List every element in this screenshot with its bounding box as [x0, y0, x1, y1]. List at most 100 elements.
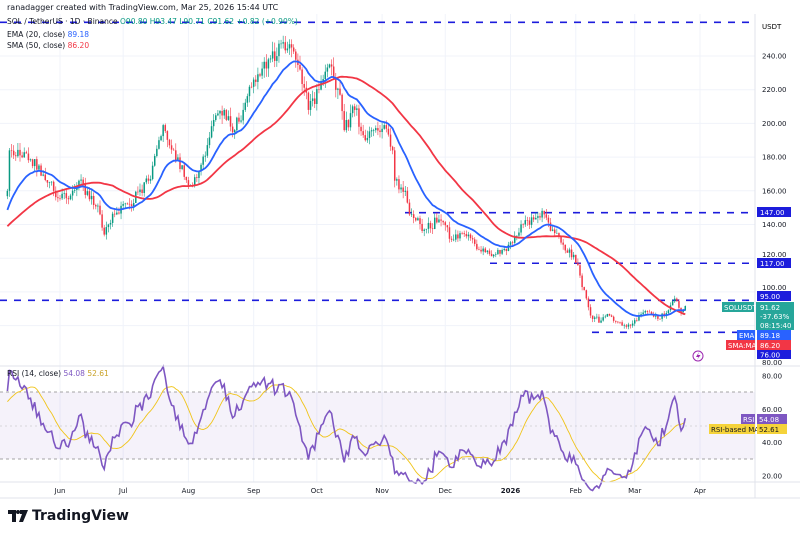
tradingview-logo[interactable]: TradingView: [8, 508, 129, 524]
candle: [562, 242, 564, 245]
candle: [38, 165, 40, 170]
candle: [473, 239, 476, 244]
candle: [417, 218, 419, 221]
ema-legend[interactable]: EMA (20, close) 89.18: [7, 30, 89, 39]
lightning-icon[interactable]: [692, 350, 704, 362]
month-label: Dec: [438, 487, 452, 495]
price-tick-label: 180.00: [762, 154, 787, 162]
candle: [33, 159, 36, 167]
candle: [556, 233, 558, 234]
candle: [347, 120, 350, 128]
candle: [360, 126, 362, 132]
candle: [433, 217, 436, 230]
candle: [227, 116, 230, 120]
candle: [425, 228, 428, 230]
candle: [484, 248, 487, 253]
candle: [648, 311, 651, 313]
candle: [610, 315, 613, 317]
candle: [478, 249, 480, 250]
candle: [379, 130, 381, 133]
candle: [678, 301, 680, 308]
price-axis[interactable]: 240.00 220.00 200.00 180.00 160.00 140.00 120.…: [762, 53, 787, 481]
svg-text:08:15:40: 08:15:40: [760, 322, 791, 330]
candle: [633, 320, 636, 324]
candle: [86, 191, 89, 195]
price-tick-label: 80.00: [762, 359, 782, 367]
candle: [240, 120, 242, 122]
candle: [130, 204, 133, 207]
candle: [88, 191, 91, 200]
candle: [219, 110, 221, 114]
candle: [383, 125, 385, 129]
candle: [8, 150, 11, 191]
candle: [446, 225, 449, 228]
candle: [276, 56, 278, 61]
candle: [351, 106, 354, 114]
candle: [166, 131, 169, 140]
ema-legend-value: 89.18: [67, 30, 90, 39]
candle: [29, 159, 32, 161]
sma-tag: SMA:MA 86.20: [726, 340, 791, 350]
candle: [42, 174, 44, 176]
currency-label: USDT: [762, 23, 782, 31]
candle: [181, 165, 183, 169]
candle: [581, 275, 583, 288]
candle: [267, 59, 270, 69]
candle: [431, 228, 434, 230]
candle: [48, 182, 51, 183]
candle: [242, 109, 244, 121]
time-axis[interactable]: Jun Jul Aug Sep Oct Nov Dec 2026 Feb Mar Apr: [54, 487, 707, 495]
candle: [116, 212, 118, 215]
candle: [492, 254, 495, 257]
candle: [520, 224, 522, 233]
horizontal-levels[interactable]: [0, 21, 752, 334]
rsi-legend[interactable]: RSI (14, close) 54.08 52.61: [7, 369, 109, 378]
candle: [122, 204, 124, 206]
candle: [212, 120, 215, 127]
candle: [667, 310, 670, 314]
candle: [396, 179, 398, 181]
candle: [429, 222, 432, 229]
candle: [271, 51, 274, 59]
candle: [316, 89, 318, 104]
candle: [263, 61, 265, 69]
month-label: 2026: [501, 487, 521, 495]
candle: [193, 177, 196, 186]
tradingview-logo-icon: [8, 510, 28, 522]
candle: [92, 195, 95, 205]
candle: [198, 170, 200, 178]
ohlc-change: +0.82 (+0.90%): [236, 17, 298, 26]
candle: [623, 325, 625, 326]
candle: [488, 250, 491, 254]
candle: [151, 165, 154, 180]
candle: [400, 187, 402, 190]
candle: [528, 220, 531, 225]
candle: [349, 113, 352, 128]
month-label: Jun: [54, 487, 66, 495]
candle: [156, 148, 158, 157]
candle: [221, 110, 223, 116]
symbol-last-price-tag: SOLUSDT 91.62 -37.63% 08:15:40: [722, 302, 794, 330]
candle: [126, 203, 129, 205]
rsi-tag: RSI 54.08: [741, 414, 787, 424]
candle: [575, 254, 577, 264]
candle: [255, 79, 257, 82]
candle: [71, 190, 74, 196]
sma-legend[interactable]: SMA (50, close) 86.20: [7, 41, 89, 50]
candle: [577, 263, 579, 266]
candle: [61, 193, 63, 199]
sma-legend-value: 86.20: [67, 41, 90, 50]
candle: [57, 197, 59, 199]
candle: [153, 156, 156, 166]
candle: [311, 98, 314, 101]
candle: [570, 249, 573, 258]
candle: [233, 130, 236, 133]
ema-tag: EMA 89.18: [737, 330, 791, 340]
candle: [244, 102, 247, 110]
candle: [389, 134, 392, 147]
symbol-legend[interactable]: SOL / TetherUS · 1D · Binance O90.80 H93…: [7, 17, 298, 26]
price-tick-label: 240.00: [762, 53, 787, 61]
candle: [177, 157, 179, 161]
candle: [292, 47, 295, 52]
